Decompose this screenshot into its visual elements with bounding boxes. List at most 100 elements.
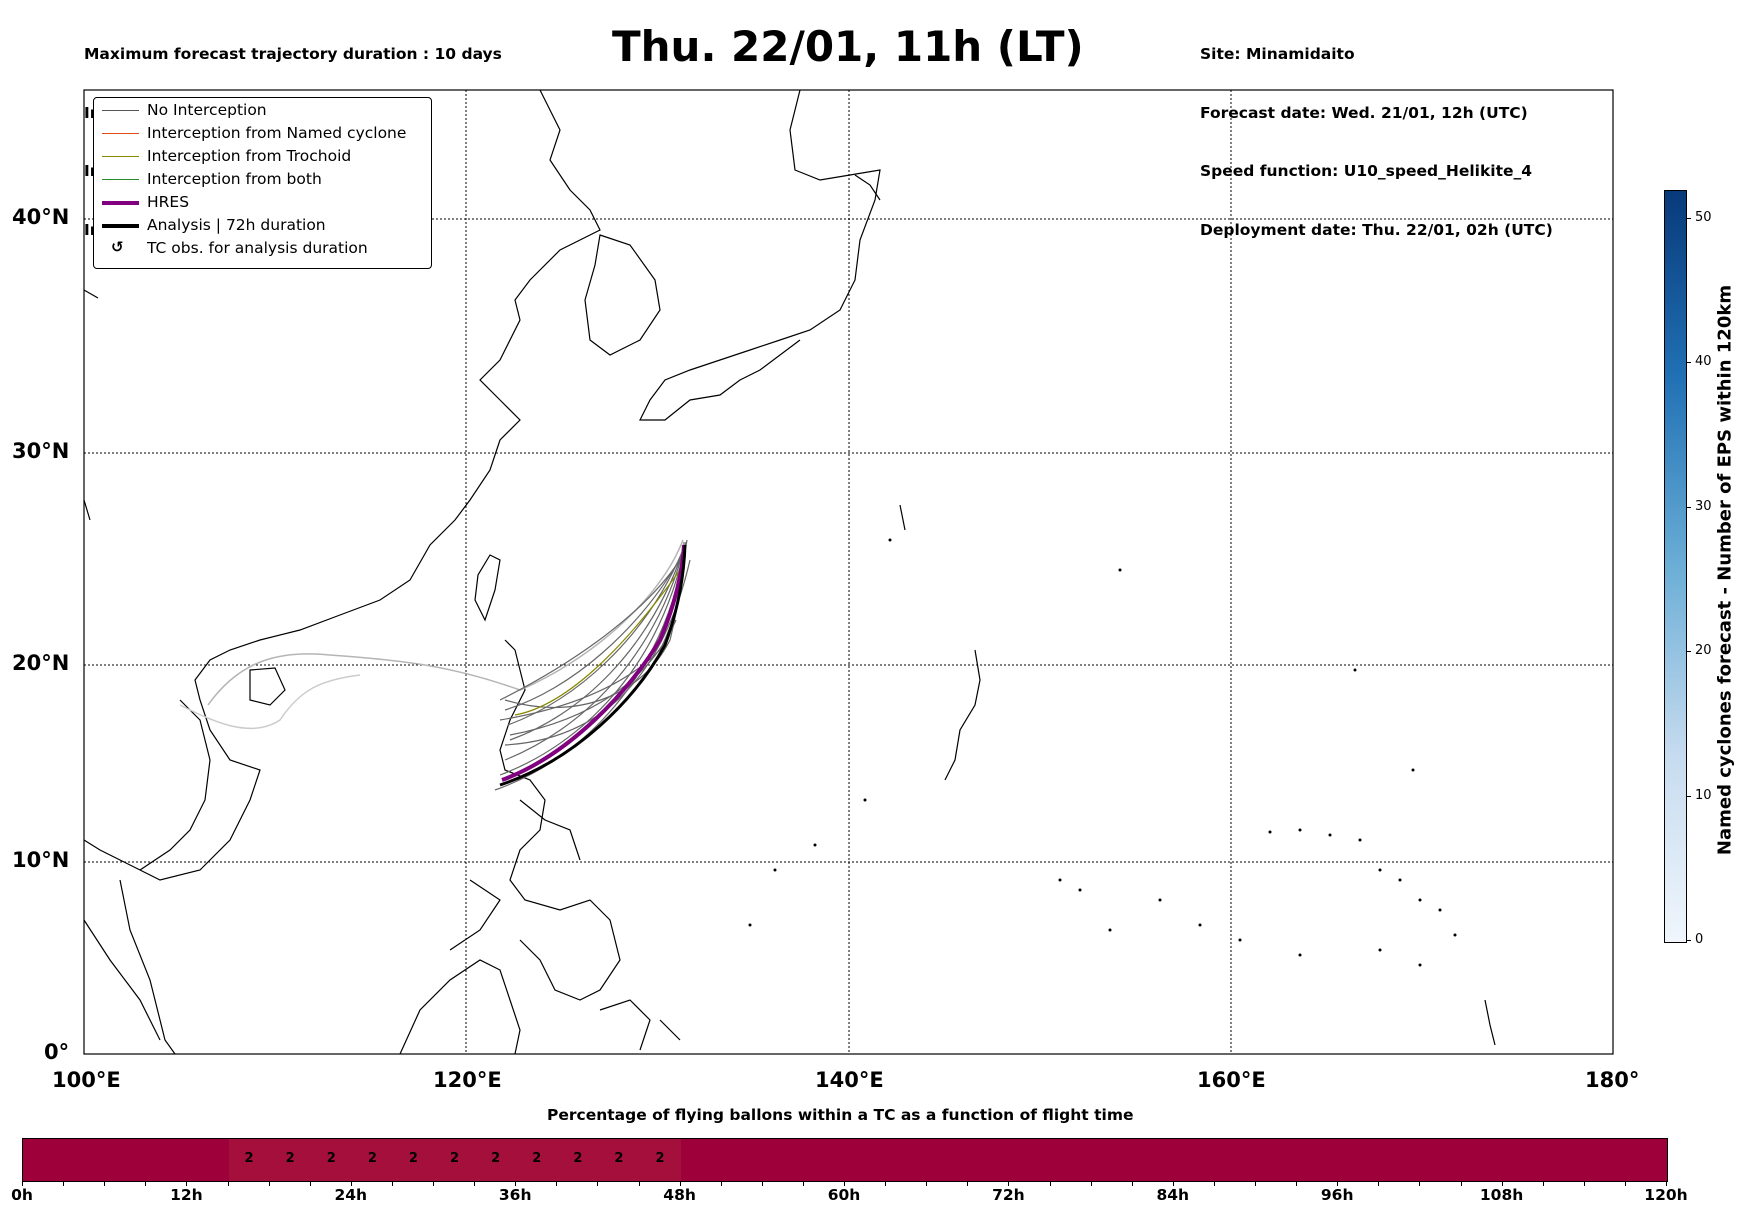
timeline-tick-mark [556, 1181, 558, 1186]
timeline-tick-label: 72h [992, 1186, 1025, 1204]
timeline-tick-mark [679, 1181, 681, 1186]
legend-swatch [102, 224, 139, 228]
colorbar-label: Named cyclones forecast - Number of EPS … [1714, 284, 1736, 856]
timeline-cell-value: 2 [450, 1151, 460, 1166]
header-right-info: Site: Minamidaito Forecast date: Wed. 21… [1200, 6, 1553, 260]
legend-item: Analysis | 72h duration [94, 214, 431, 237]
lon-tick-label: 100°E [52, 1068, 121, 1092]
timeline-tick-mark [1090, 1181, 1092, 1186]
lon-tick-label: 140°E [815, 1068, 884, 1092]
timeline-tick-mark [268, 1181, 270, 1186]
timeline-tick-label: 36h [498, 1186, 532, 1204]
colorbar-tick: 0 [1686, 932, 1703, 947]
header-right-line: Deployment date: Thu. 22/01, 02h (UTC) [1200, 220, 1553, 239]
timeline-title: Percentage of flying ballons within a TC… [547, 1106, 1134, 1124]
timeline-tick-mark [1008, 1181, 1010, 1186]
timeline-tick-mark [515, 1181, 517, 1186]
legend-swatch [102, 156, 139, 157]
legend-label: Interception from both [147, 170, 322, 188]
timeline-tick-mark [720, 1181, 722, 1186]
header-right-line: Speed function: U10_speed_Helikite_4 [1200, 162, 1533, 180]
timeline-tick-mark [1172, 1181, 1174, 1186]
timeline-tick-mark [802, 1181, 804, 1186]
lat-tick-label: 30°N [12, 439, 70, 463]
timeline-tick-mark [145, 1181, 147, 1186]
timeline-tick-mark [1255, 1181, 1256, 1186]
lon-tick-label: 160°E [1197, 1068, 1266, 1092]
timeline-tick-mark [104, 1181, 106, 1186]
timeline-tick-mark [1583, 1181, 1585, 1186]
timeline-tick-mark [597, 1181, 599, 1186]
timeline-tick-mark [885, 1181, 887, 1186]
legend-item: Interception from Trochoid [94, 145, 431, 168]
timeline-tick-label: 48h [663, 1186, 696, 1204]
legend-swatch [102, 179, 139, 180]
timeline-tick-mark [433, 1181, 434, 1186]
lon-tick-label: 180° [1585, 1068, 1640, 1092]
legend-swatch [102, 201, 139, 205]
timeline-cell-value: 2 [244, 1151, 254, 1166]
timeline-tick-mark [1378, 1181, 1380, 1186]
timeline-tick-label: 24h [334, 1186, 368, 1204]
timeline-tick-mark [22, 1181, 23, 1186]
timeline-tick-mark [1296, 1181, 1298, 1186]
timeline-tick-mark [1624, 1181, 1626, 1186]
analysis-trajectory [499, 544, 687, 787]
timeline-tick-mark [227, 1181, 229, 1186]
header-right-line: Site: Minamidaito [1200, 45, 1355, 63]
colorbar [1664, 190, 1687, 943]
timeline-tick-mark [967, 1181, 969, 1186]
timeline-tick-mark [63, 1181, 65, 1186]
timeline-tick-mark [844, 1181, 845, 1186]
timeline-tick-label: 96h [1320, 1186, 1354, 1204]
colorbar-tick: 40 [1686, 354, 1712, 369]
timeline-tick-label: 12h [170, 1186, 203, 1204]
timeline-strip: 2 2 2 2 2 2 2 2 2 2 2 [22, 1138, 1668, 1182]
timeline-tick-label: 60h [827, 1186, 861, 1204]
timeline-tick-mark [926, 1181, 928, 1186]
colorbar-tick: 50 [1686, 210, 1712, 225]
legend-label: No Interception [147, 101, 267, 119]
timeline-tick-label: 108h [1479, 1186, 1524, 1204]
colorbar-tick: 20 [1686, 643, 1712, 658]
legend-item: ↺ TC obs. for analysis duration [94, 237, 431, 260]
timeline-tick-mark [186, 1181, 188, 1186]
timeline-cell-value: 2 [655, 1151, 665, 1166]
timeline-cell-value: 2 [491, 1151, 501, 1166]
timeline-tick-mark [350, 1181, 352, 1186]
timeline-tick-mark [1131, 1181, 1133, 1186]
legend-item: No Interception [94, 99, 431, 122]
timeline-highlight [228, 1139, 681, 1181]
legend-swatch [102, 110, 139, 111]
legend-label: HRES [147, 193, 190, 211]
legend-item: Interception from both [94, 168, 431, 191]
timeline-cell-value: 2 [285, 1151, 295, 1166]
timeline-tick-mark [1666, 1181, 1667, 1186]
legend-label: Interception from Named cyclone [147, 124, 407, 142]
map-frame [83, 89, 1614, 1055]
legend-label: TC obs. for analysis duration [147, 239, 368, 257]
timeline-tick-mark [1049, 1181, 1051, 1186]
map-legend: No Interception Interception from Named … [93, 97, 432, 269]
header-right-line: Forecast date: Wed. 21/01, 12h (UTC) [1200, 103, 1528, 122]
lon-tick-label: 120°E [433, 1068, 502, 1092]
timeline-tick-mark [1542, 1181, 1544, 1186]
coastlines [83, 89, 1496, 1055]
timeline-tick-mark [309, 1181, 311, 1186]
timeline-cell-value: 2 [614, 1151, 624, 1166]
page-title: Thu. 22/01, 11h (LT) [612, 22, 1084, 71]
colorbar-tick: 30 [1686, 499, 1712, 514]
timeline-cell-value: 2 [367, 1151, 377, 1166]
timeline-tick-mark [1501, 1181, 1503, 1186]
timeline-tick-label: 84h [1156, 1186, 1190, 1204]
timeline-tick-mark [1460, 1181, 1462, 1186]
timeline-tick-label: 120h [1644, 1186, 1688, 1204]
timeline-tick-label: 0h [11, 1186, 33, 1204]
timeline-tick-mark [638, 1181, 640, 1186]
legend-label: Analysis | 72h duration [147, 216, 326, 234]
header-left-line: Maximum forecast trajectory duration : 1… [84, 45, 502, 63]
timeline-tick-mark [1337, 1181, 1339, 1186]
colorbar-tick: 10 [1686, 788, 1712, 803]
